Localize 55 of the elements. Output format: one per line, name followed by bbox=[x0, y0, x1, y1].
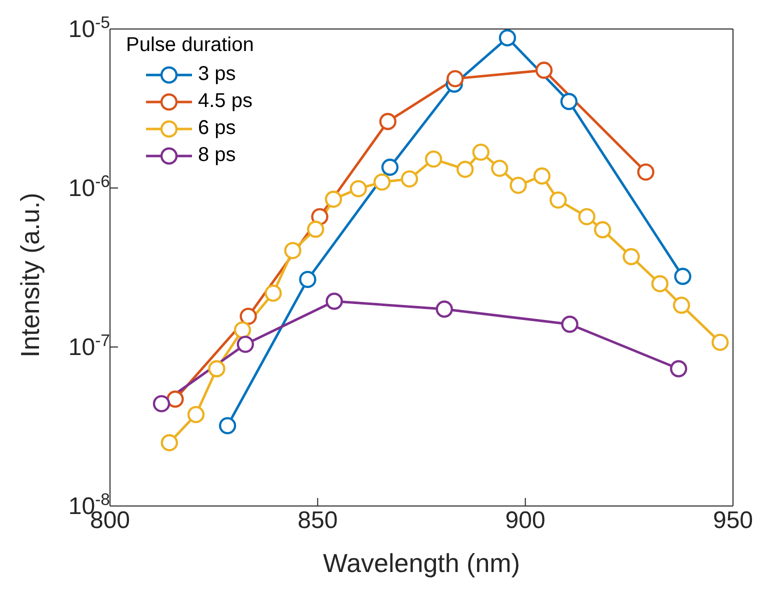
point bbox=[490, 160, 508, 177]
point bbox=[637, 163, 654, 181]
point bbox=[160, 434, 178, 452]
point bbox=[326, 292, 343, 310]
point bbox=[400, 170, 418, 188]
point bbox=[550, 191, 567, 209]
point bbox=[712, 334, 729, 351]
point bbox=[379, 112, 396, 130]
point bbox=[299, 270, 316, 288]
point bbox=[472, 144, 490, 161]
y-axis-title: Intensity (a.u.) bbox=[15, 192, 46, 358]
point bbox=[561, 316, 578, 333]
point bbox=[446, 70, 464, 88]
point bbox=[670, 360, 688, 378]
x-tick-label: 950 bbox=[712, 507, 754, 534]
point bbox=[456, 160, 474, 178]
point bbox=[240, 308, 257, 325]
point bbox=[498, 29, 516, 46]
point bbox=[166, 390, 184, 408]
point bbox=[324, 190, 342, 208]
point bbox=[234, 321, 252, 339]
legend-label: 6 ps bbox=[198, 117, 236, 140]
point bbox=[651, 275, 668, 292]
legend-label: 3 ps bbox=[198, 63, 236, 86]
point bbox=[350, 180, 367, 198]
x-tick-label: 900 bbox=[505, 507, 546, 534]
legend-title: Pulse duration bbox=[126, 34, 254, 57]
point bbox=[622, 248, 640, 266]
point bbox=[594, 221, 612, 238]
x-tick-label: 850 bbox=[298, 507, 338, 534]
legend-label: 4.5 ps bbox=[198, 90, 252, 113]
point bbox=[284, 242, 302, 260]
point bbox=[373, 173, 391, 191]
point bbox=[218, 417, 236, 434]
point bbox=[306, 220, 324, 238]
point bbox=[236, 336, 254, 353]
point bbox=[674, 268, 692, 285]
point bbox=[264, 284, 282, 302]
point bbox=[535, 62, 553, 79]
y-tick-label: 10$^{-5}$ bbox=[68, 12, 110, 43]
point bbox=[436, 300, 453, 318]
point bbox=[533, 167, 551, 185]
y-tick-label: 10$^{-7}$ bbox=[68, 330, 110, 361]
point bbox=[510, 176, 527, 194]
legend-label: 8 ps bbox=[198, 144, 236, 167]
y-tick-label: 10$^{-6}$ bbox=[68, 172, 110, 202]
point bbox=[672, 296, 690, 314]
point bbox=[152, 395, 170, 412]
x-axis-title: Wavelength (nm) bbox=[323, 548, 520, 578]
point bbox=[578, 208, 596, 226]
point bbox=[208, 360, 226, 378]
point bbox=[187, 406, 205, 424]
point bbox=[424, 150, 442, 168]
point bbox=[560, 92, 578, 110]
point bbox=[381, 158, 399, 176]
